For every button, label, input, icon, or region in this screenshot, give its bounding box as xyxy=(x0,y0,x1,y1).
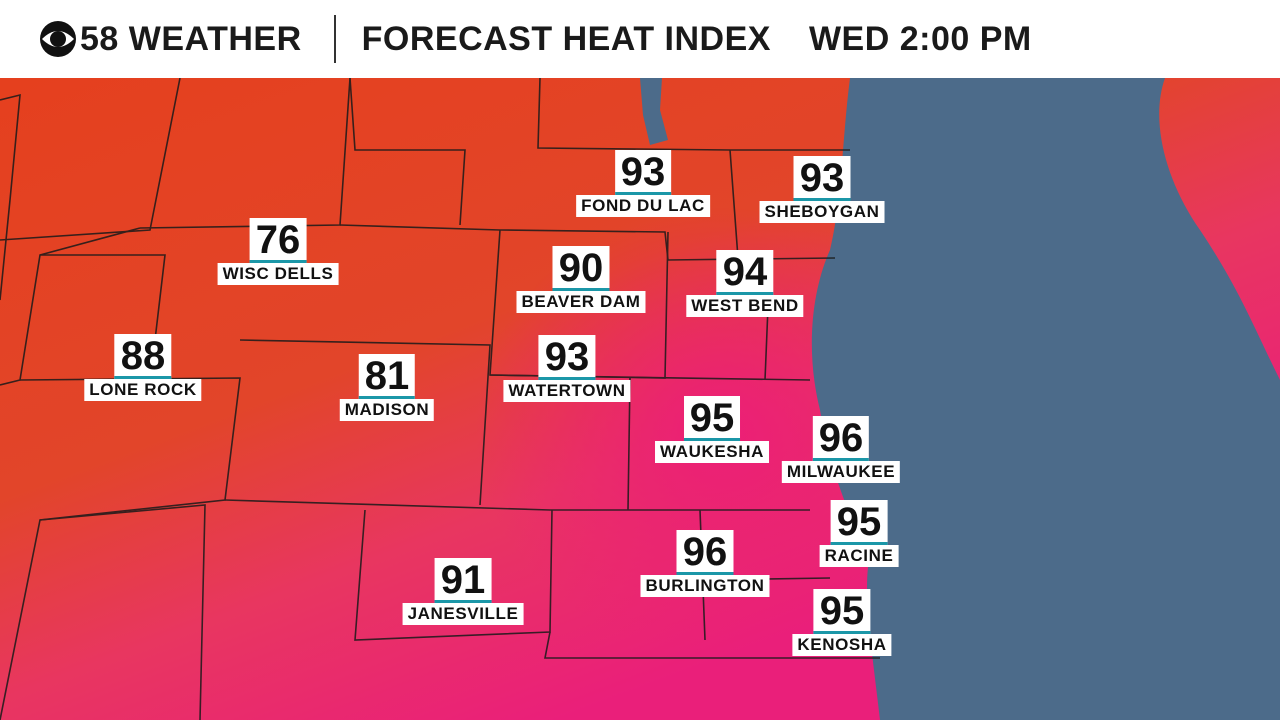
city-label: 95 KENOSHA xyxy=(792,589,892,656)
city-label: 93 SHEBOYGAN xyxy=(759,156,885,223)
title: FORECAST HEAT INDEX xyxy=(361,19,771,58)
city-label: 95 WAUKESHA xyxy=(655,396,769,463)
city-name: KENOSHA xyxy=(792,634,892,656)
heat-index-value: 93 xyxy=(614,150,672,195)
city-name: LONE ROCK xyxy=(84,379,202,401)
city-name: WEST BEND xyxy=(686,295,804,317)
time: WED 2:00 PM xyxy=(808,19,1032,58)
city-label: 95 RACINE xyxy=(819,500,899,567)
heat-index-value: 96 xyxy=(812,416,870,461)
header: 58 WEATHER FORECAST HEAT INDEX WED 2:00 … xyxy=(0,0,1280,78)
lake-winnebago xyxy=(640,78,668,145)
city-label: 76 WISC DELLS xyxy=(217,218,339,285)
city-label: 94 WEST BEND xyxy=(686,250,804,317)
city-name: RACINE xyxy=(819,545,899,567)
brand: 58 WEATHER xyxy=(80,19,302,58)
city-name: SHEBOYGAN xyxy=(759,201,885,223)
city-label: 91 JANESVILLE xyxy=(402,558,524,625)
heat-index-value: 95 xyxy=(830,500,888,545)
heat-index-value: 96 xyxy=(676,530,734,575)
cbs-eye-logo xyxy=(40,21,76,57)
city-name: BEAVER DAM xyxy=(516,291,646,313)
heat-index-value: 94 xyxy=(716,250,774,295)
heat-index-value: 81 xyxy=(358,354,416,399)
city-label: 90 BEAVER DAM xyxy=(516,246,646,313)
divider xyxy=(333,15,336,63)
heat-index-value: 95 xyxy=(813,589,871,634)
city-name: JANESVILLE xyxy=(402,603,524,625)
heat-index-value: 95 xyxy=(683,396,741,441)
heat-index-value: 90 xyxy=(552,246,610,291)
heat-index-value: 93 xyxy=(793,156,851,201)
city-label: 93 WATERTOWN xyxy=(503,335,631,402)
heat-index-value: 93 xyxy=(538,335,596,380)
city-name: BURLINGTON xyxy=(640,575,770,597)
city-label: 93 FOND DU LAC xyxy=(576,150,710,217)
city-label: 96 MILWAUKEE xyxy=(781,416,901,483)
lake-michigan xyxy=(811,78,1280,720)
city-label: 96 BURLINGTON xyxy=(640,530,770,597)
city-label: 81 MADISON xyxy=(339,354,435,421)
city-name: FOND DU LAC xyxy=(576,195,710,217)
city-name: WISC DELLS xyxy=(217,263,339,285)
city-name: MILWAUKEE xyxy=(781,461,901,483)
city-name: WAUKESHA xyxy=(655,441,769,463)
city-name: MADISON xyxy=(339,399,435,421)
heat-index-value: 88 xyxy=(114,334,172,379)
city-name: WATERTOWN xyxy=(503,380,631,402)
heat-index-value: 91 xyxy=(434,558,492,603)
heat-index-value: 76 xyxy=(249,218,307,263)
city-label: 88 LONE ROCK xyxy=(84,334,202,401)
